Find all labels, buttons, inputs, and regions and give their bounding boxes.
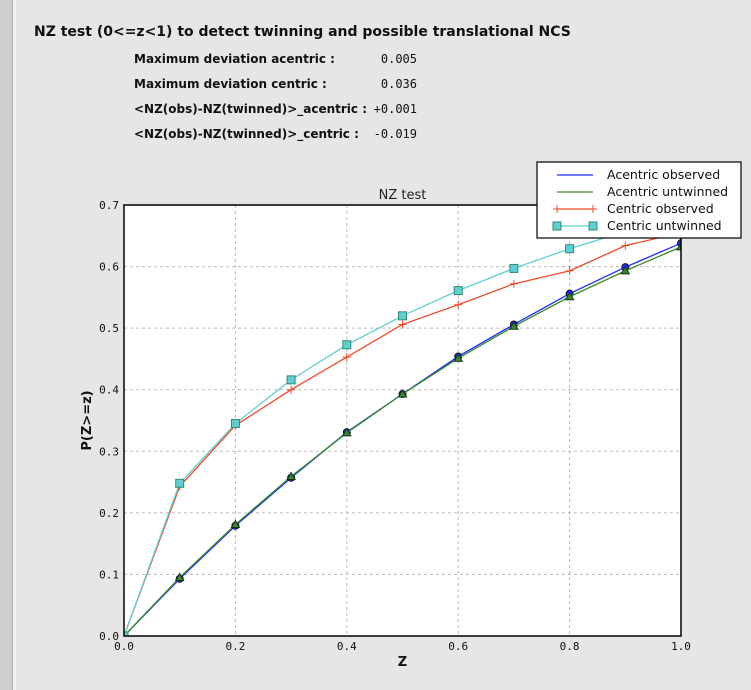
stat-label: Maximum deviation acentric :	[134, 52, 335, 66]
data-point	[552, 221, 562, 231]
stat-label: Maximum deviation centric :	[134, 77, 327, 91]
legend-label: Acentric untwinned	[607, 184, 728, 199]
x-tick-label: 0.6	[448, 640, 468, 653]
data-point	[398, 320, 407, 329]
data-point	[621, 241, 630, 250]
y-tick-label: 0.5	[99, 322, 119, 335]
stat-value: 0.005	[380, 52, 417, 66]
data-point	[286, 471, 296, 481]
x-tick-label: 1.0	[671, 640, 691, 653]
x-tick-label: 0.4	[337, 640, 357, 653]
y-tick-label: 0.7	[99, 199, 119, 212]
plot-area	[124, 205, 681, 636]
x-tick-label: 0.2	[225, 640, 245, 653]
data-point	[124, 631, 129, 636]
plot-frame	[123, 204, 682, 637]
data-point	[564, 291, 575, 301]
data-point	[398, 311, 407, 321]
x-axis-label: Z	[398, 655, 407, 670]
stat-label: <NZ(obs)-NZ(twinned)>_acentric :	[134, 102, 367, 116]
data-point	[342, 340, 352, 350]
data-point	[553, 205, 561, 213]
chart-title: NZ test	[379, 188, 427, 203]
data-point	[175, 478, 185, 488]
y-axis-label: P(Z>=z)	[80, 390, 95, 450]
data-point	[589, 205, 597, 213]
data-point	[454, 300, 463, 309]
stat-value: +0.001	[373, 102, 417, 116]
y-tick-label: 0.1	[99, 568, 119, 581]
y-tick-label: 0.3	[99, 445, 119, 458]
data-point	[588, 221, 598, 231]
data-point	[509, 279, 518, 288]
data-point	[453, 286, 463, 296]
legend-label: Centric untwinned	[607, 218, 722, 233]
data-point	[397, 389, 408, 398]
legend-label: Centric observed	[607, 201, 714, 216]
data-point	[509, 263, 519, 273]
data-point	[342, 353, 351, 362]
y-tick-label: 0.2	[99, 507, 119, 520]
section-title: NZ test (0<=z<1) to detect twinning and …	[34, 24, 571, 40]
data-point	[287, 385, 296, 394]
legend-label: Acentric observed	[607, 167, 720, 182]
stat-value: -0.019	[373, 127, 417, 141]
y-tick-label: 0.4	[99, 384, 119, 397]
left-edge-highlight	[13, 0, 16, 690]
data-point	[620, 265, 631, 275]
data-point	[509, 321, 519, 330]
x-tick-label: 0.8	[560, 640, 580, 653]
data-point	[676, 241, 681, 251]
data-point	[174, 572, 185, 582]
data-point	[341, 427, 352, 437]
x-tick-label: 0.0	[114, 640, 134, 653]
data-point	[565, 244, 575, 254]
data-point	[286, 375, 296, 385]
stat-value: 0.036	[380, 77, 417, 91]
y-tick-label: 0.0	[99, 630, 119, 643]
data-point	[453, 353, 464, 362]
y-tick-label: 0.6	[99, 261, 119, 274]
data-point	[230, 419, 240, 429]
left-scroll-edge	[0, 0, 13, 690]
stat-label: <NZ(obs)-NZ(twinned)>_centric :	[134, 127, 359, 141]
data-point	[230, 519, 241, 529]
data-point	[565, 266, 574, 275]
